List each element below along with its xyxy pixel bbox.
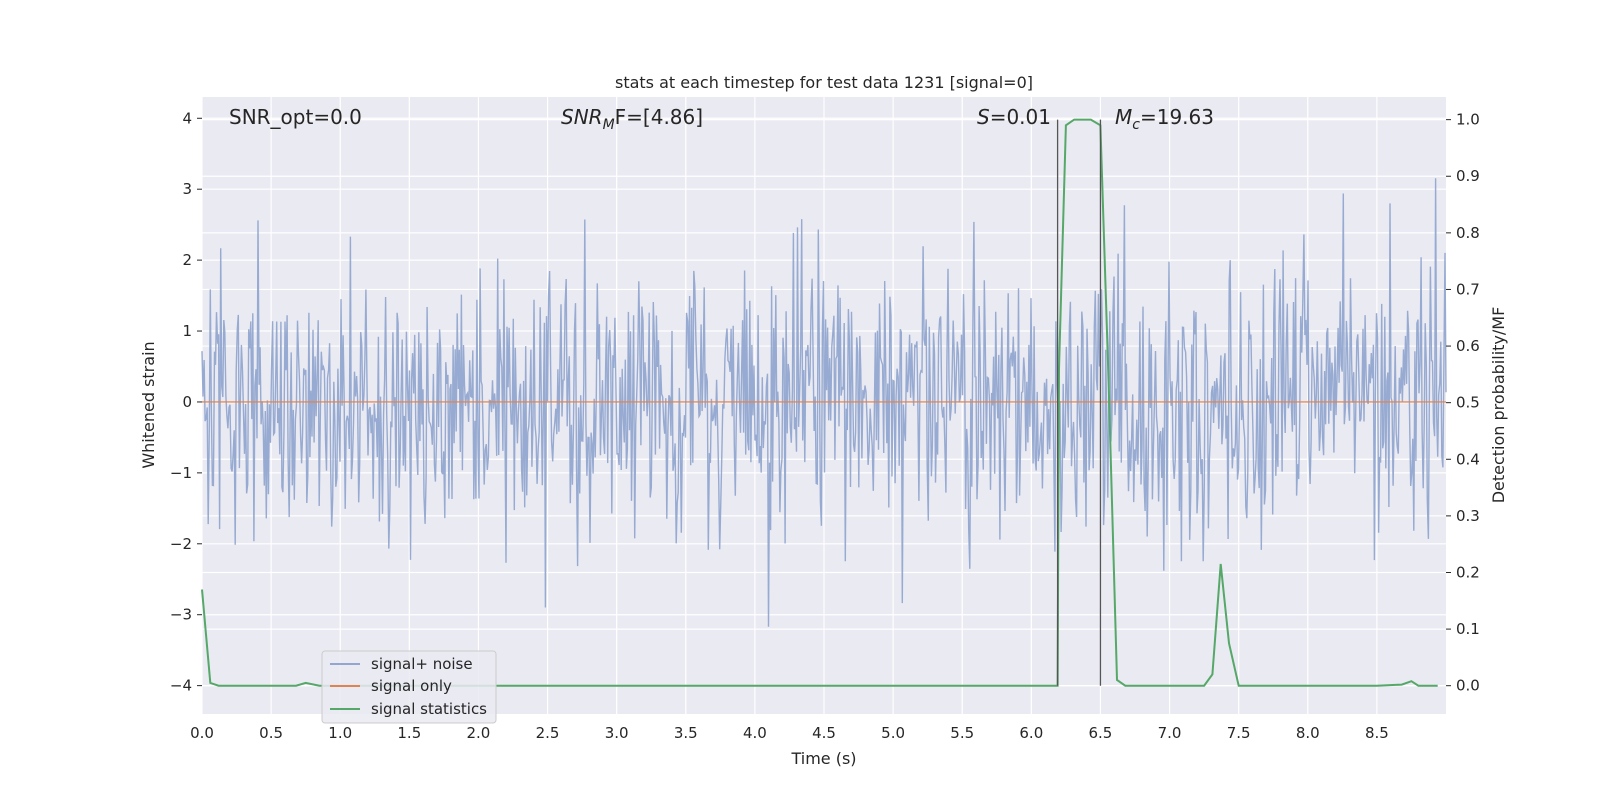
annotation-snr-mf: SNRMF=[4.86]	[561, 105, 703, 133]
x-tick-label-0: 0.0	[190, 724, 214, 742]
x-tick-label-3: 1.5	[397, 724, 421, 742]
x-tick-label-1: 0.5	[259, 724, 283, 742]
y-left-tick-label-6: −2	[170, 535, 192, 553]
y-left-tick-label-0: 4	[182, 109, 192, 127]
x-tick-label-6: 3.0	[605, 724, 629, 742]
x-tick-label-10: 5.0	[881, 724, 905, 742]
x-axis: 0.0 0.5 1.0 1.5 2.0 2.5 3.0 3.5 4.0 4.5 5.0 5.5 6.0 6…	[190, 724, 1389, 742]
y-right-tick-label-2: 0.8	[1456, 224, 1480, 242]
annotation-s: S=0.01	[977, 105, 1051, 129]
y-left-tick-label-7: −3	[170, 606, 192, 624]
x-tick-label-15: 7.5	[1227, 724, 1251, 742]
x-tick-label-13: 6.5	[1089, 724, 1113, 742]
y-left-tick-label-8: −4	[170, 677, 192, 695]
annotation-s-symbol: S	[977, 105, 990, 129]
x-tick-label-16: 8.0	[1296, 724, 1320, 742]
y-axis-left: 4 3 2 1 0 −1 −2 −3 −4	[170, 109, 202, 695]
annotation-mc-symbol: M	[1115, 105, 1132, 129]
y-right-tick-label-8: 0.2	[1456, 563, 1480, 581]
legend-label-signal-statistics: signal statistics	[371, 700, 487, 718]
y-right-tick-label-7: 0.3	[1456, 507, 1480, 525]
y-right-tick-label-6: 0.4	[1456, 450, 1480, 468]
y-axis-right: 1.0 0.9 0.8 0.7 0.6 0.5 0.4 0.3 0.2 0.1 0.0	[1446, 111, 1480, 695]
annotation-mc: Mc=19.63	[1115, 105, 1214, 133]
x-tick-label-17: 8.5	[1365, 724, 1389, 742]
series-signal-statistics	[201, 118, 1438, 687]
y-axis-right-label: Detection probability/MF	[1489, 307, 1508, 504]
y-right-tick-label-5: 0.5	[1456, 394, 1480, 412]
legend-box	[321, 650, 497, 724]
annotation-snr-mf-suffix: F=[4.86]	[615, 105, 703, 129]
y-right-tick-label-3: 0.7	[1456, 280, 1480, 298]
legend: signal+ noise signal only signal statist…	[321, 650, 497, 724]
x-tick-label-9: 4.5	[812, 724, 836, 742]
x-tick-label-14: 7.0	[1158, 724, 1182, 742]
annotation-mc-value: =19.63	[1140, 105, 1214, 129]
y-left-tick-label-1: 3	[182, 180, 192, 198]
y-right-tick-label-10: 0.0	[1456, 677, 1480, 695]
annotation-snr-opt: SNR_opt=0.0	[229, 105, 362, 129]
y-left-tick-label-4: 0	[182, 393, 192, 411]
chart-title: stats at each timestep for test data 123…	[615, 73, 1033, 92]
y-left-tick-label-2: 2	[182, 251, 192, 269]
x-tick-label-11: 5.5	[950, 724, 974, 742]
x-axis-label: Time (s)	[790, 749, 856, 768]
y-left-tick-label-5: −1	[170, 464, 192, 482]
annotation-mc-sub: c	[1132, 117, 1140, 133]
y-axis-left-label: Whitened strain	[139, 341, 158, 468]
annotation-snr-mf-sub: M	[603, 117, 615, 133]
annotation-s-value: =0.01	[990, 105, 1051, 129]
y-right-tick-label-0: 1.0	[1456, 111, 1480, 129]
legend-label-signal-noise: signal+ noise	[371, 655, 473, 673]
y-right-tick-label-4: 0.6	[1456, 337, 1480, 355]
annotation-snr-mf-prefix: SNR	[561, 105, 603, 129]
y-left-tick-label-3: 1	[182, 322, 192, 340]
y-right-tick-label-1: 0.9	[1456, 167, 1480, 185]
vertical-marker-lines	[1056, 119, 1102, 686]
x-tick-label-4: 2.0	[467, 724, 491, 742]
x-tick-label-7: 3.5	[674, 724, 698, 742]
x-tick-label-5: 2.5	[536, 724, 560, 742]
y-right-tick-label-9: 0.1	[1456, 620, 1480, 638]
plot-series	[201, 118, 1447, 687]
legend-label-signal-only: signal only	[371, 677, 452, 695]
series-signal-noise	[201, 178, 1447, 627]
x-tick-label-2: 1.0	[328, 724, 352, 742]
x-tick-label-12: 6.0	[1019, 724, 1043, 742]
x-tick-label-8: 4.0	[743, 724, 767, 742]
